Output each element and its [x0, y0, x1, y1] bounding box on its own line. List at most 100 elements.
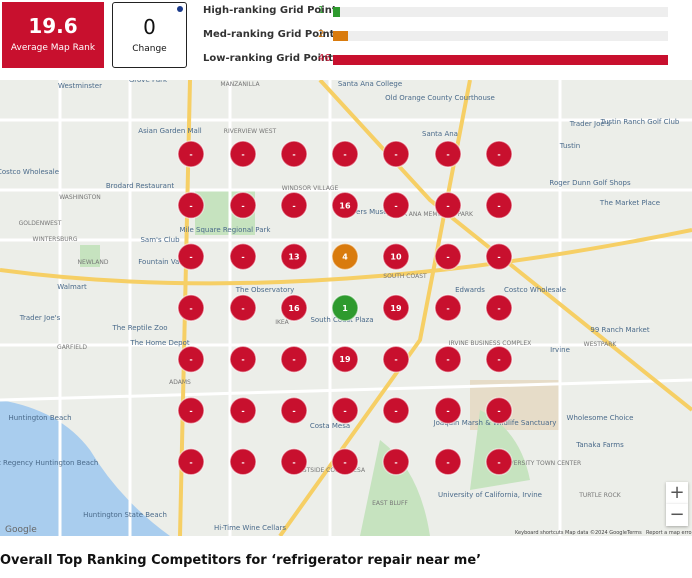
grid-marker[interactable] — [485, 191, 513, 220]
grid-rank: 16 — [288, 304, 300, 313]
grid-rank: - — [189, 253, 192, 262]
grid-marker[interactable] — [485, 448, 513, 476]
grid-rank: - — [446, 407, 449, 416]
grid-rank: - — [446, 458, 449, 467]
map-label: Hyatt Regency Huntington Beach — [0, 459, 98, 467]
grid-marker[interactable] — [280, 140, 308, 168]
grid-marker[interactable] — [280, 191, 308, 220]
competitors-heading: Overall Top Ranking Competitors for ‘ref… — [0, 553, 482, 568]
grid-rank: - — [241, 253, 244, 262]
grid-marker[interactable] — [331, 242, 359, 271]
zoom-out[interactable]: − — [666, 504, 688, 526]
grid-marker[interactable] — [485, 140, 513, 168]
grid-marker[interactable] — [229, 294, 257, 322]
grid-marker[interactable] — [485, 345, 513, 373]
ranking-bar — [333, 7, 341, 17]
grid-marker[interactable] — [229, 242, 257, 271]
grid-marker[interactable] — [177, 345, 205, 373]
grid-marker[interactable] — [382, 345, 410, 373]
average-rank-box: 19.6 Average Map Rank — [2, 2, 104, 68]
grid-marker[interactable] — [485, 396, 513, 425]
ranking-count: 1 — [318, 5, 325, 16]
ranking-label: Low-ranking Grid Points — [203, 53, 339, 64]
grid-rank: - — [292, 407, 295, 416]
ranking-track — [333, 55, 668, 65]
grid-marker[interactable] — [331, 294, 359, 322]
map-label: Trader Joe's — [569, 120, 611, 128]
map-label: EASTSIDE COSTA MESA — [295, 467, 366, 474]
grid-marker[interactable] — [485, 242, 513, 271]
grid-rank: - — [497, 407, 500, 416]
grid-marker[interactable] — [280, 396, 308, 425]
grid-marker[interactable] — [331, 140, 359, 168]
map-label: Asian Garden Mall — [138, 127, 201, 135]
grid-marker[interactable] — [434, 191, 462, 220]
ranking-row: High-ranking Grid Points 1 — [203, 5, 668, 19]
average-rank-label: Average Map Rank — [10, 43, 96, 53]
map-label: Edwards — [455, 286, 485, 294]
grid-rank: - — [497, 304, 500, 313]
grid-marker[interactable] — [177, 396, 205, 425]
grid-rank: 19 — [390, 304, 402, 313]
grid-rank: - — [343, 458, 346, 467]
grid-rank: - — [241, 407, 244, 416]
grid-marker[interactable] — [382, 242, 410, 271]
ranking-track — [333, 7, 668, 17]
grid-rank: - — [292, 458, 295, 467]
grid-marker[interactable] — [485, 294, 513, 322]
map-label: Santa Ana College — [338, 80, 402, 88]
map-label: WINDSOR VILLAGE — [282, 185, 339, 192]
grid-marker[interactable] — [382, 191, 410, 220]
map-label: Trader Joe's — [19, 314, 61, 322]
grid-marker[interactable] — [434, 242, 462, 271]
grid-marker[interactable] — [229, 140, 257, 168]
grid-marker[interactable] — [434, 140, 462, 168]
grid-rank: - — [241, 150, 244, 159]
grid-marker[interactable] — [331, 448, 359, 476]
grid-rank: - — [394, 201, 397, 210]
grid-rank: - — [241, 355, 244, 364]
grid-marker[interactable] — [177, 294, 205, 322]
grid-marker[interactable] — [177, 242, 205, 271]
map-label: GOLDENWEST — [19, 220, 62, 227]
grid-marker[interactable] — [434, 396, 462, 425]
grid-marker[interactable] — [280, 345, 308, 373]
grid-marker[interactable] — [382, 448, 410, 476]
grid-marker[interactable] — [177, 140, 205, 168]
grid-marker[interactable] — [331, 191, 359, 220]
grid-marker[interactable] — [434, 294, 462, 322]
map-label: Wholesome Choice — [567, 414, 634, 422]
grid-marker[interactable] — [177, 191, 205, 220]
map-label: Grove Park — [129, 80, 168, 84]
grid-rank: - — [189, 201, 192, 210]
info-dot[interactable] — [177, 6, 183, 12]
map-label: UNIVERSITY TOWN CENTER — [499, 460, 581, 467]
grid-marker[interactable] — [280, 448, 308, 476]
grid-rank: - — [497, 458, 500, 467]
grid-marker[interactable] — [331, 345, 359, 373]
grid-marker[interactable] — [229, 396, 257, 425]
grid-rank: - — [446, 150, 449, 159]
grid-marker[interactable] — [177, 448, 205, 476]
ranking-label: High-ranking Grid Points — [203, 5, 343, 16]
grid-marker[interactable] — [229, 448, 257, 476]
grid-rank: 4 — [342, 253, 348, 262]
grid-marker[interactable] — [280, 242, 308, 271]
ranking-row: Low-ranking Grid Points 46 — [203, 53, 668, 67]
map-label: Westminster — [58, 82, 102, 90]
map[interactable]: Santa Ana College Westminster Grove Park MA… — [0, 80, 692, 536]
grid-marker[interactable] — [434, 345, 462, 373]
grid-rank: 19 — [339, 355, 351, 364]
grid-marker[interactable] — [434, 448, 462, 476]
grid-marker[interactable] — [382, 140, 410, 168]
grid-marker[interactable] — [229, 345, 257, 373]
grid-marker[interactable] — [229, 191, 257, 220]
grid-marker[interactable] — [382, 396, 410, 425]
grid-marker[interactable] — [382, 294, 410, 322]
grid-marker[interactable] — [331, 396, 359, 425]
grid-marker[interactable] — [280, 294, 308, 322]
grid-rank: - — [241, 201, 244, 210]
zoom-in[interactable]: + — [666, 482, 688, 504]
ranking-label: Med-ranking Grid Points — [203, 29, 341, 40]
map-label: SANTA ANA MEMORIAL PARK — [387, 211, 474, 218]
